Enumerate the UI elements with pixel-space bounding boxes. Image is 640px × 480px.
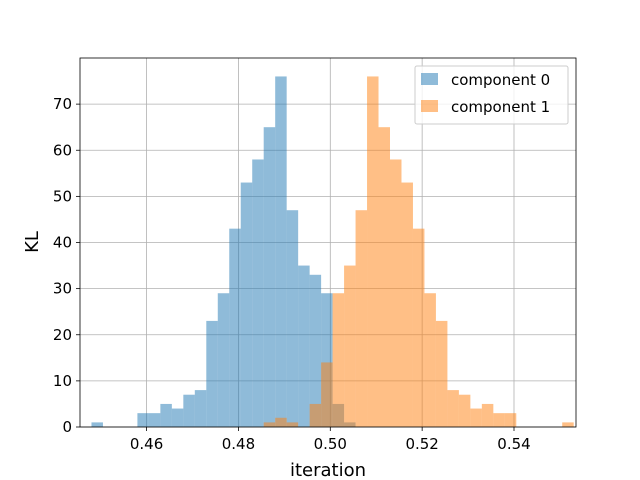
bar-component-1-16 [458,394,471,427]
bar-component-1-17 [470,408,482,427]
bar-component-0-6 [194,390,207,427]
bar-component-0-13 [275,76,287,427]
legend-swatch-component-1 [421,100,438,112]
y-tick-label-1: 10 [53,372,72,390]
bar-component-1-5 [332,293,345,427]
y-tick-label-2: 20 [53,326,72,344]
bar-component-0-9 [229,228,241,427]
bar-component-0-4 [171,408,184,427]
bar-component-1-8 [367,76,379,427]
bar-component-1-20 [504,413,517,427]
y-tick-label-7: 70 [53,95,72,113]
bar-component-0-7 [206,320,218,427]
bar-component-1-12 [412,228,425,427]
bar-component-1-21 [562,422,574,427]
bar-component-1-3 [309,403,322,427]
legend: component 0 component 1 [414,65,569,125]
bar-component-0-3 [160,403,172,427]
y-tick-label-6: 60 [53,141,72,159]
legend-swatch-component-0 [421,73,438,85]
x-tick-label-1: 0.48 [222,435,255,453]
x-axis: 0.46 0.48 0.50 0.52 0.54 [130,427,531,453]
bar-component-0-11 [252,159,264,428]
legend-label-component-0: component 0 [451,71,550,89]
y-tick-label-0: 0 [62,418,72,436]
bar-component-1-10 [390,159,402,428]
bar-component-0-10 [240,182,253,427]
bar-component-0-17 [321,293,333,427]
bar-component-0-1 [137,413,149,427]
y-axis-label: KL [22,231,43,253]
bar-component-0-0 [91,422,103,427]
bar-component-0-5 [183,394,195,427]
x-tick-label-0: 0.46 [130,435,163,453]
bar-component-1-0 [263,422,276,427]
x-tick-label-3: 0.52 [405,435,438,453]
bar-component-1-15 [447,390,459,427]
bar-component-0-16 [309,274,322,427]
bar-component-0-8 [217,293,230,427]
bar-component-1-2 [286,422,299,427]
x-tick-label-4: 0.54 [497,435,530,453]
bar-component-0-15 [298,265,310,427]
bars [91,76,574,428]
bar-component-1-18 [481,403,494,427]
legend-box [414,65,569,125]
x-tick-label-2: 0.50 [314,435,347,453]
bar-component-0-2 [148,413,161,427]
bar-component-1-14 [435,320,448,427]
y-axis: 0 10 20 30 40 50 60 70 [53,95,80,436]
x-axis-label: iteration [290,460,366,480]
bar-component-1-9 [378,127,390,427]
bar-component-1-7 [355,210,368,427]
bar-component-1-4 [321,362,333,427]
bar-component-0-12 [263,127,276,427]
bar-component-1-11 [401,182,413,427]
bar-component-1-13 [424,293,436,427]
y-tick-label-4: 40 [53,234,72,252]
y-tick-label-3: 30 [53,280,72,298]
y-tick-label-5: 50 [53,187,72,205]
bar-component-1-6 [344,265,356,427]
bar-component-1-19 [493,413,505,427]
bar-component-0-14 [286,210,299,427]
legend-label-component-1: component 1 [451,98,550,116]
bar-component-1-1 [275,417,287,427]
